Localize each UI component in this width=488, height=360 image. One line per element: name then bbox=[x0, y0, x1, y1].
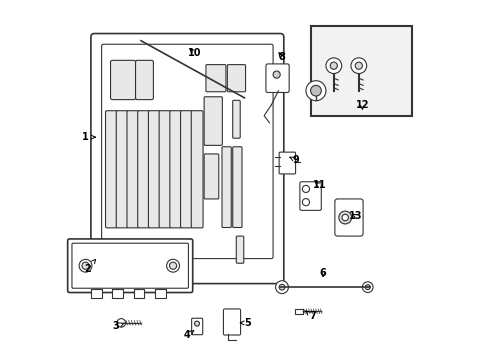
Text: 9: 9 bbox=[289, 156, 299, 165]
FancyBboxPatch shape bbox=[138, 111, 149, 228]
Circle shape bbox=[82, 262, 89, 269]
FancyBboxPatch shape bbox=[232, 100, 240, 138]
Text: 5: 5 bbox=[240, 318, 251, 328]
FancyBboxPatch shape bbox=[116, 111, 128, 228]
FancyBboxPatch shape bbox=[203, 97, 222, 145]
Circle shape bbox=[305, 81, 325, 101]
Circle shape bbox=[338, 211, 351, 224]
FancyBboxPatch shape bbox=[105, 111, 117, 228]
Circle shape bbox=[362, 282, 372, 293]
Circle shape bbox=[325, 58, 341, 73]
FancyBboxPatch shape bbox=[67, 239, 192, 293]
Circle shape bbox=[302, 185, 309, 193]
Circle shape bbox=[350, 58, 366, 73]
Circle shape bbox=[310, 85, 321, 96]
FancyBboxPatch shape bbox=[310, 26, 411, 116]
FancyBboxPatch shape bbox=[279, 152, 295, 174]
Circle shape bbox=[272, 71, 280, 78]
Text: 13: 13 bbox=[348, 211, 361, 221]
Bar bbox=[294, 309, 303, 314]
FancyBboxPatch shape bbox=[191, 318, 203, 335]
FancyBboxPatch shape bbox=[110, 60, 135, 100]
Bar bbox=[112, 289, 123, 298]
Circle shape bbox=[169, 262, 176, 269]
Text: 2: 2 bbox=[84, 259, 96, 274]
FancyBboxPatch shape bbox=[232, 147, 242, 228]
Circle shape bbox=[166, 259, 179, 272]
Text: 11: 11 bbox=[312, 180, 325, 190]
Circle shape bbox=[279, 284, 285, 290]
FancyBboxPatch shape bbox=[148, 111, 160, 228]
Bar bbox=[91, 289, 102, 298]
Text: 7: 7 bbox=[305, 311, 315, 321]
Circle shape bbox=[354, 62, 362, 69]
Circle shape bbox=[341, 214, 348, 221]
FancyBboxPatch shape bbox=[159, 111, 171, 228]
Text: 8: 8 bbox=[278, 52, 285, 62]
FancyBboxPatch shape bbox=[169, 111, 181, 228]
FancyBboxPatch shape bbox=[203, 154, 218, 199]
FancyBboxPatch shape bbox=[265, 64, 288, 93]
FancyBboxPatch shape bbox=[102, 44, 272, 258]
FancyBboxPatch shape bbox=[222, 147, 231, 228]
FancyBboxPatch shape bbox=[236, 236, 244, 263]
FancyBboxPatch shape bbox=[72, 243, 188, 288]
Circle shape bbox=[194, 321, 199, 326]
Circle shape bbox=[79, 259, 92, 272]
Circle shape bbox=[117, 319, 125, 327]
Text: 1: 1 bbox=[82, 132, 95, 142]
FancyBboxPatch shape bbox=[180, 111, 192, 228]
FancyBboxPatch shape bbox=[227, 64, 245, 92]
Text: 6: 6 bbox=[319, 268, 326, 278]
FancyBboxPatch shape bbox=[127, 111, 139, 228]
Circle shape bbox=[365, 285, 369, 290]
Circle shape bbox=[302, 199, 309, 206]
FancyBboxPatch shape bbox=[205, 64, 225, 92]
Text: 10: 10 bbox=[187, 48, 201, 58]
Bar bbox=[134, 289, 144, 298]
FancyBboxPatch shape bbox=[223, 309, 240, 335]
FancyBboxPatch shape bbox=[91, 33, 283, 284]
Text: 4: 4 bbox=[183, 330, 193, 341]
Circle shape bbox=[329, 62, 337, 69]
FancyBboxPatch shape bbox=[334, 199, 363, 236]
Text: 12: 12 bbox=[355, 100, 368, 110]
FancyBboxPatch shape bbox=[191, 111, 203, 228]
Text: 3: 3 bbox=[112, 321, 124, 332]
FancyBboxPatch shape bbox=[299, 182, 321, 210]
Circle shape bbox=[275, 281, 288, 294]
Bar bbox=[155, 289, 165, 298]
FancyBboxPatch shape bbox=[135, 60, 153, 100]
